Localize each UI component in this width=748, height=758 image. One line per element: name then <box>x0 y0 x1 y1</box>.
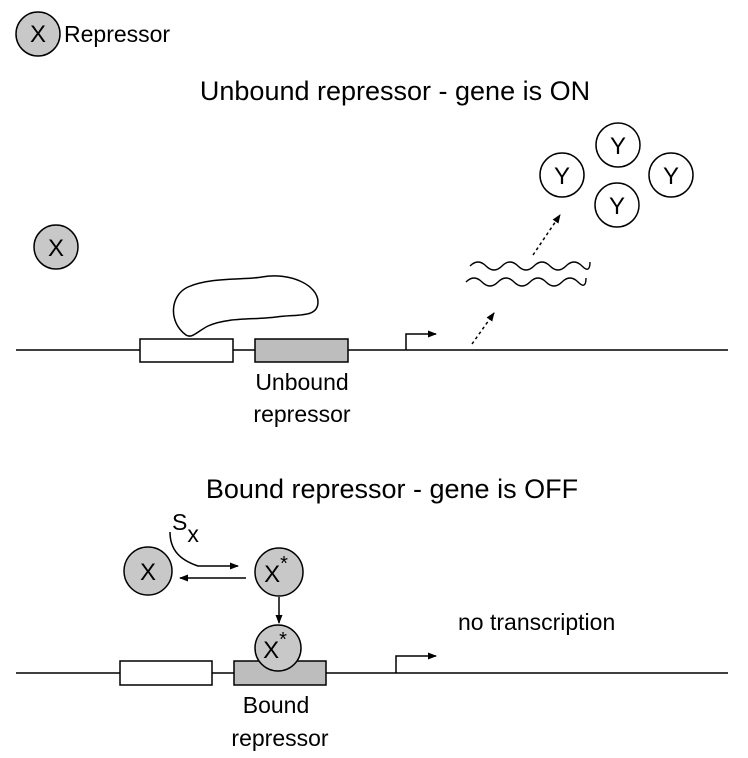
legend-repressor-label: Repressor <box>64 21 170 47</box>
bound-repressor-marker: * <box>279 629 287 651</box>
transcription-dotted-arrow <box>472 313 494 344</box>
product-y-symbol: Y <box>609 193 625 220</box>
top-promoter-box <box>140 339 233 362</box>
top-operator-box <box>255 339 348 362</box>
bottom-panel-title: Bound repressor - gene is OFF <box>206 474 578 504</box>
mrna-wave-1 <box>470 262 590 270</box>
active-repressor-marker: * <box>280 553 288 575</box>
signal-label: Sx <box>172 509 199 547</box>
active-repressor-symbol: X <box>264 561 280 588</box>
bound-repressor-symbol: X <box>263 637 279 664</box>
product-y-symbol: Y <box>663 163 679 190</box>
legend: X Repressor <box>16 12 170 56</box>
signal-subscript: x <box>187 521 199 547</box>
mrna-wave-2 <box>466 278 586 286</box>
no-transcription-label: no transcription <box>458 609 615 635</box>
signal-curve-arrow <box>170 532 238 566</box>
rna-polymerase-shape <box>173 276 318 336</box>
product-y-symbol: Y <box>554 163 570 190</box>
free-repressor-symbol: X <box>48 235 64 262</box>
bottom-operator-label-line1: Bound <box>243 692 310 718</box>
top-panel-title: Unbound repressor - gene is ON <box>200 76 590 106</box>
top-operator-label-line2: repressor <box>253 401 350 427</box>
signal-symbol: S <box>172 509 187 535</box>
top-operator-label-line1: Unbound <box>255 369 348 395</box>
bottom-panel: Bound repressor - gene is OFF Sx X X* X*… <box>16 474 728 751</box>
inactive-repressor-symbol: X <box>140 559 156 586</box>
top-transcription-start-arrow <box>406 334 436 350</box>
bottom-operator-label-line2: repressor <box>231 725 328 751</box>
bottom-transcription-start-arrow <box>396 656 436 673</box>
top-panel: Unbound repressor - gene is ON X Unbound… <box>16 76 728 427</box>
bottom-promoter-box <box>120 661 212 685</box>
product-y-symbol: Y <box>610 133 626 160</box>
legend-repressor-symbol: X <box>30 21 46 48</box>
translation-dotted-arrow <box>533 215 560 255</box>
